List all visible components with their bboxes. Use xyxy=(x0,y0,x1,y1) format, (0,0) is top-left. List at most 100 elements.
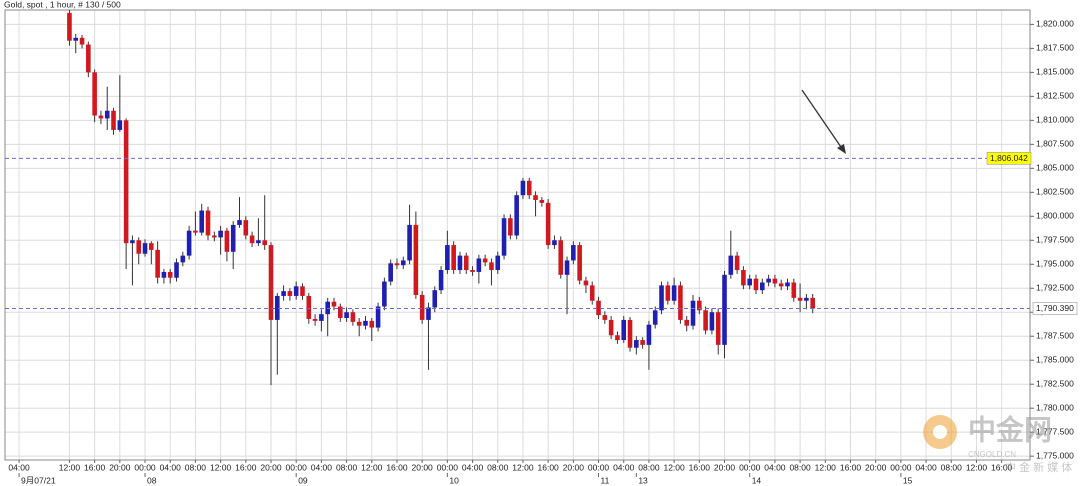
candle-body xyxy=(344,312,349,318)
candle-body xyxy=(684,319,690,326)
candle-body xyxy=(514,195,519,236)
candle-body xyxy=(237,220,242,225)
y-tick-label: 1,782.500 xyxy=(1036,378,1074,388)
date-label: 9月07/21 xyxy=(21,475,56,485)
candle-body xyxy=(382,281,387,307)
y-tick-label: 1,785.000 xyxy=(1036,354,1074,364)
candle-body xyxy=(407,224,412,261)
candle-body xyxy=(615,335,620,341)
candle-body xyxy=(640,340,645,345)
candles xyxy=(5,10,1030,386)
y-tick-label: 1,797.500 xyxy=(1036,235,1074,245)
y-tick-label: 1,802.500 xyxy=(1036,187,1074,197)
candle-body xyxy=(797,297,803,301)
candle-body xyxy=(520,180,526,196)
x-tick-label: 12:00 xyxy=(663,462,685,472)
price-label-box xyxy=(986,152,1032,165)
candle-body xyxy=(703,310,708,331)
candle-body xyxy=(621,319,627,341)
y-tick-label: 1,805.000 xyxy=(1036,163,1074,173)
x-tick-label: 04:00 xyxy=(915,462,937,472)
candle-body xyxy=(508,218,513,236)
candle-body xyxy=(413,224,419,295)
x-tick-label: 08:00 xyxy=(638,462,660,472)
date-label: 08 xyxy=(147,475,157,485)
candle-body xyxy=(665,285,671,301)
candle-body xyxy=(627,319,633,348)
candle-body xyxy=(445,245,450,271)
x-tick-label: 16:00 xyxy=(386,462,408,472)
candle-body xyxy=(400,260,406,266)
x-tick-label: 20:00 xyxy=(260,462,282,472)
x-tick-label: 00:00 xyxy=(437,462,459,472)
candle-body xyxy=(67,12,72,41)
x-tick-label: 04:00 xyxy=(311,462,333,472)
x-tick-label: 04:00 xyxy=(764,462,786,472)
candle-body xyxy=(558,240,564,275)
candle-body xyxy=(583,280,589,286)
candle-body xyxy=(249,235,255,244)
y-tick-label: 1,807.500 xyxy=(1036,139,1074,149)
watermark-brand: 中金网 xyxy=(968,413,1052,445)
x-tick-label: 00:00 xyxy=(286,462,308,472)
candle-body xyxy=(123,120,129,244)
x-tick-label: 00:00 xyxy=(588,462,610,472)
candle-body xyxy=(111,110,116,130)
watermark-tagline: 中 金 新 媒 体 xyxy=(1005,460,1072,474)
candle-body xyxy=(671,285,677,301)
candle-body xyxy=(589,285,595,301)
candle-body xyxy=(608,319,614,336)
candle-body xyxy=(155,249,160,278)
candle-body xyxy=(180,255,186,263)
candle-body xyxy=(571,245,576,261)
x-tick-label: 12:00 xyxy=(966,462,988,472)
candle-body xyxy=(199,210,205,233)
watermark-site: CNGOLD.CN xyxy=(968,450,1016,459)
candle-body xyxy=(212,235,217,238)
candle-body xyxy=(634,340,639,348)
candle-body xyxy=(810,297,815,309)
candle-body xyxy=(243,220,249,236)
date-label: 13 xyxy=(638,475,648,485)
candle-body xyxy=(552,240,557,246)
candle-body xyxy=(501,218,507,256)
plot-frame xyxy=(4,9,1031,461)
candle-body xyxy=(432,290,438,308)
candle-body xyxy=(539,199,545,203)
candle-body xyxy=(337,306,343,318)
candle-body xyxy=(489,262,494,271)
grid xyxy=(5,10,1030,460)
y-tick-label: 1,777.500 xyxy=(1036,426,1074,436)
candle-body xyxy=(79,37,85,45)
x-tick-label: 08:00 xyxy=(789,462,811,472)
x-tick-label: 04:00 xyxy=(462,462,484,472)
candle-body xyxy=(306,295,312,319)
candle-body xyxy=(734,255,740,271)
candle-body xyxy=(104,110,110,119)
annotation-arrow xyxy=(801,89,844,151)
candle-body xyxy=(319,314,324,321)
candle-body xyxy=(482,258,488,263)
candle-body xyxy=(363,320,368,326)
candle-body xyxy=(741,270,746,286)
candle-body xyxy=(596,300,601,316)
candle-body xyxy=(438,270,444,291)
candle-body xyxy=(218,230,223,238)
arrow-head xyxy=(837,144,846,154)
price-label: 1,806.042 xyxy=(990,153,1028,163)
y-tick-label: 1,775.000 xyxy=(1036,450,1074,460)
labels: 1,775.000 1,777.500 1,780.000 1,782.500 1,78… xyxy=(8,19,1078,485)
candle-body xyxy=(186,230,192,256)
candle-body xyxy=(678,285,683,320)
candle-body xyxy=(564,260,570,275)
candle-body xyxy=(652,310,658,325)
x-tick-label: 08:00 xyxy=(941,462,963,472)
candle-body xyxy=(193,230,198,233)
y-tick-label: 1,792.500 xyxy=(1036,283,1074,293)
candle-body xyxy=(230,224,236,252)
candle-body xyxy=(300,286,305,296)
candle-body xyxy=(747,278,753,286)
x-tick-label: 08:00 xyxy=(336,462,358,472)
